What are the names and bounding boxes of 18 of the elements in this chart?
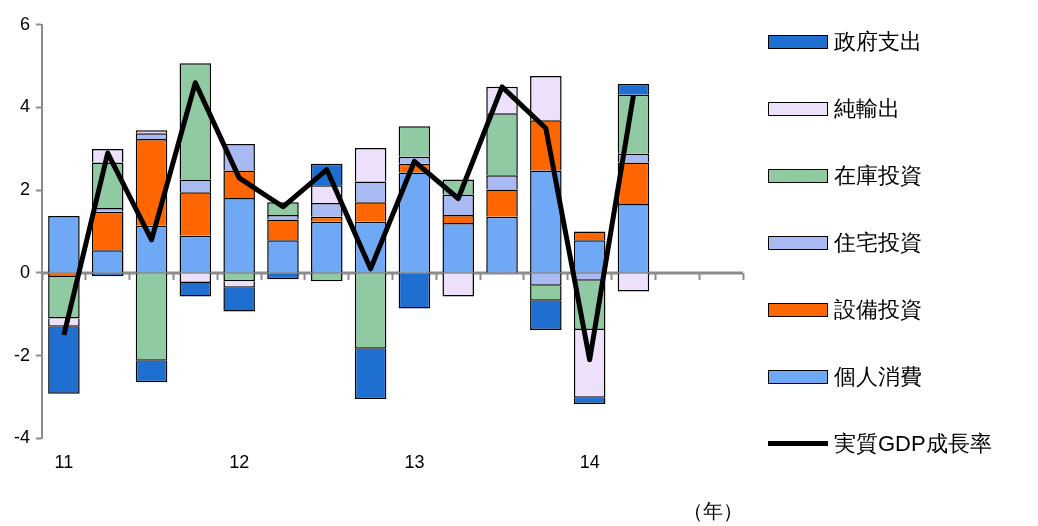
x-tick-label: 12 [229,452,250,473]
x-tick-label: 13 [404,452,425,473]
y-tick-label: 6 [19,13,30,34]
legend-label: 個人消費 [834,362,922,391]
x-tick-label: 14 [579,452,600,473]
legend-label: 設備投資 [834,295,922,324]
legend-label: 住宅投資 [834,228,922,257]
x-axis-title: （年） [683,499,743,522]
y-tick-label: 4 [19,96,30,117]
x-tick-label: 11 [54,452,74,473]
y-tick-label: -4 [13,427,30,448]
y-tick-label: 2 [19,179,30,200]
legend-label: 実質GDP成長率 [834,429,992,458]
legend-label: 純輸出 [834,94,900,123]
legend-label: 政府支出 [834,27,922,56]
y-tick-label: 0 [19,261,30,282]
legend-label: 在庫投資 [834,161,922,190]
y-tick-label: -2 [13,344,30,365]
